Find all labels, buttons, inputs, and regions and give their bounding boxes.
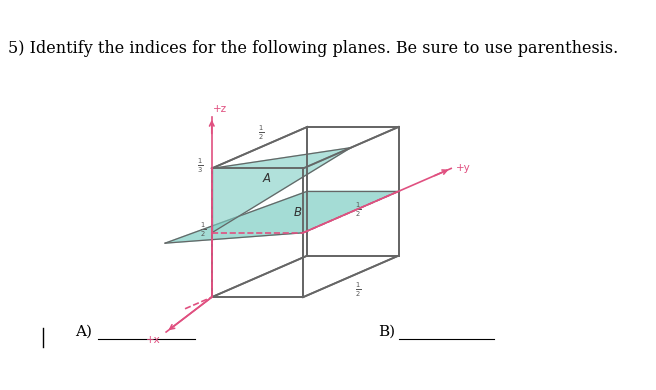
Text: $\frac{1}{2}$: $\frac{1}{2}$ <box>355 201 361 220</box>
Text: +y: +y <box>456 163 471 174</box>
Text: A): A) <box>75 325 92 339</box>
Text: B: B <box>294 206 302 220</box>
Text: 5) Identify the indices for the following planes. Be sure to use parenthesis.: 5) Identify the indices for the followin… <box>9 40 619 57</box>
Text: A: A <box>262 172 270 185</box>
Text: +x: +x <box>146 335 161 346</box>
Text: +z: +z <box>213 104 228 113</box>
Text: B): B) <box>378 325 395 339</box>
Text: $\frac{1}{2}$: $\frac{1}{2}$ <box>258 124 264 142</box>
Text: $\frac{1}{2}$: $\frac{1}{2}$ <box>201 221 207 239</box>
Text: $\frac{1}{2}$: $\frac{1}{2}$ <box>355 280 361 299</box>
Polygon shape <box>212 148 351 233</box>
Text: $\frac{1}{3}$: $\frac{1}{3}$ <box>197 157 203 175</box>
Polygon shape <box>165 191 399 243</box>
